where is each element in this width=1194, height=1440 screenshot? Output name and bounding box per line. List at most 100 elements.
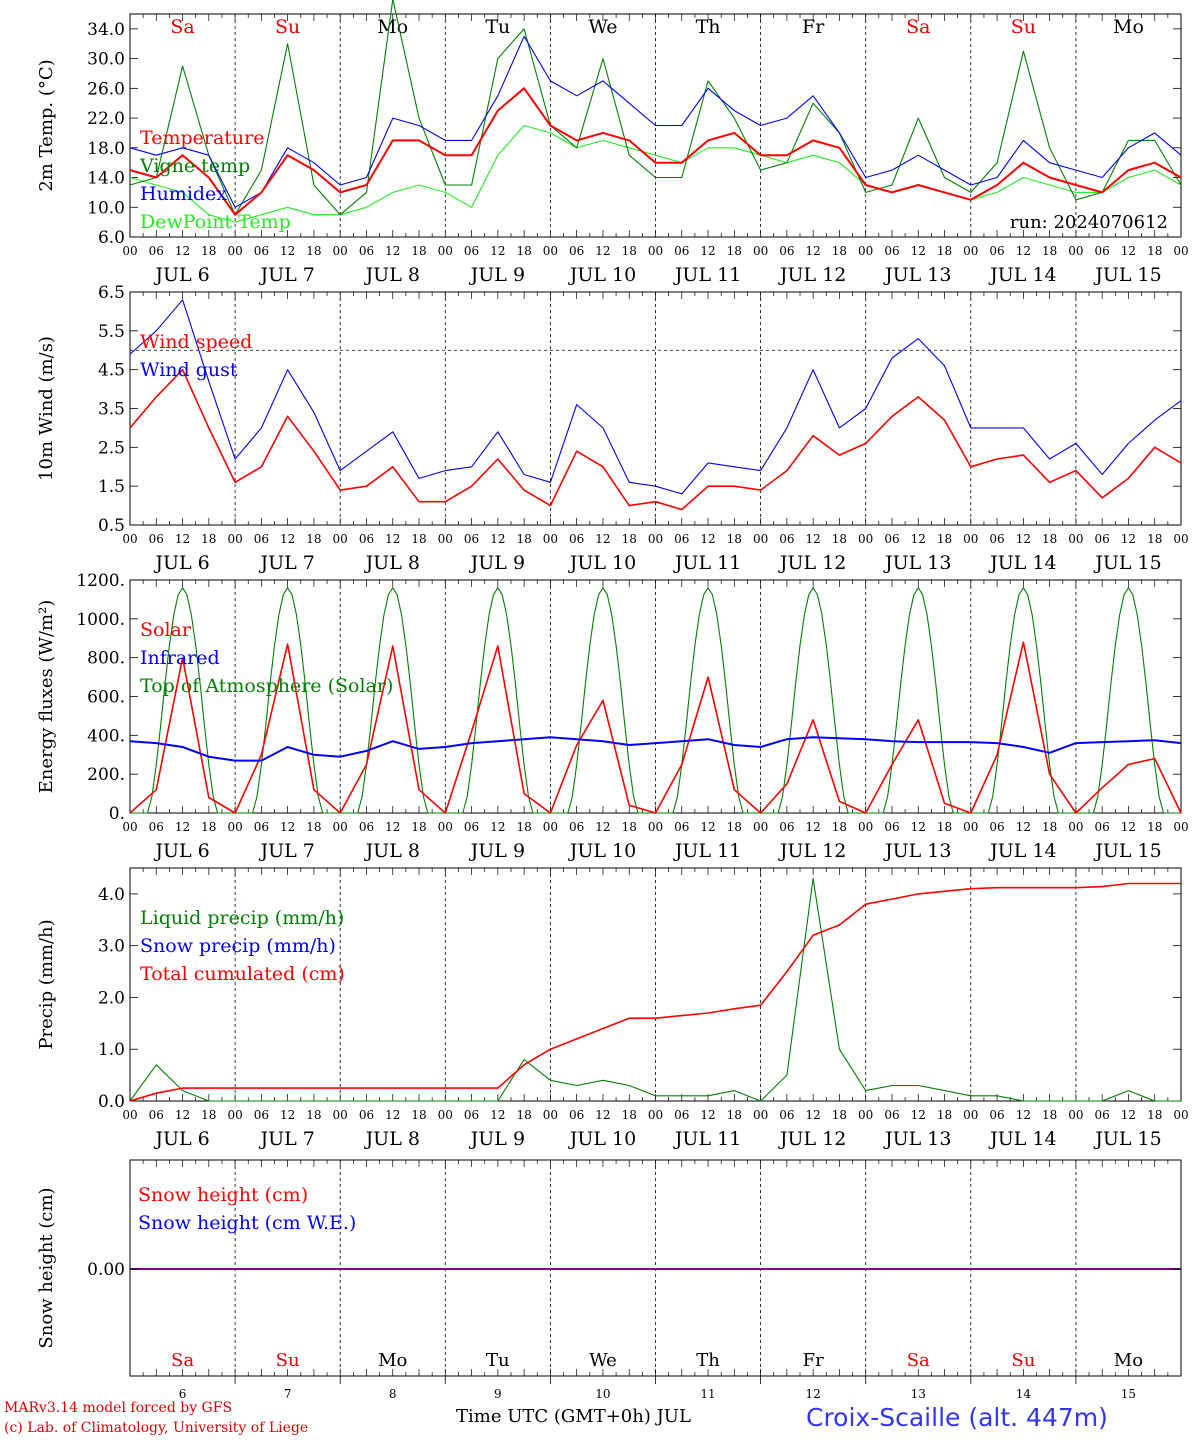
hour-tick-label: 18 — [411, 1108, 426, 1122]
series-line-total-cumulated — [129, 882, 1181, 1102]
hour-tick-label: 00 — [858, 820, 873, 834]
hour-tick-label: 18 — [1147, 244, 1162, 258]
hour-tick-label: 12 — [595, 1108, 610, 1122]
weekday-label: Su — [275, 16, 300, 38]
hour-tick-label: 06 — [989, 532, 1004, 546]
hour-tick-label: 12 — [1121, 532, 1136, 546]
hour-tick-label: 18 — [201, 244, 216, 258]
day-date-label: JUL 6 — [153, 552, 209, 574]
hour-tick-label: 06 — [1095, 244, 1110, 258]
day-date-label: JUL 14 — [988, 840, 1056, 862]
hour-tick-label: 18 — [937, 244, 952, 258]
weekday-label: Th — [696, 1350, 720, 1371]
day-number-label: 13 — [911, 1387, 926, 1401]
hour-tick-label: 00 — [858, 532, 873, 546]
hour-tick-label: 06 — [254, 820, 269, 834]
hour-tick-label: 18 — [306, 244, 321, 258]
day-date-label: JUL 10 — [568, 552, 636, 574]
y-tick-label: 22.0 — [87, 109, 125, 129]
y-tick-label: 26.0 — [87, 79, 125, 99]
hour-tick-label: 00 — [753, 820, 768, 834]
weekday-label: Sa — [170, 16, 194, 38]
hour-tick-label: 12 — [490, 820, 505, 834]
day-date-label: JUL 13 — [883, 1128, 951, 1150]
day-date-label: JUL 15 — [1093, 552, 1161, 574]
panel-4 — [129, 867, 1182, 1102]
hour-tick-label: 00 — [753, 244, 768, 258]
hour-tick-label: 00 — [333, 244, 348, 258]
day-number-label: 12 — [806, 1387, 821, 1401]
hour-tick-label: 00 — [753, 1108, 768, 1122]
hour-tick-label: 00 — [438, 532, 453, 546]
hour-tick-label: 06 — [674, 820, 689, 834]
day-date-label: JUL 8 — [364, 840, 420, 862]
hour-tick-label: 12 — [385, 1108, 400, 1122]
hour-tick-label: 12 — [595, 532, 610, 546]
y-tick-label: 3.0 — [98, 937, 125, 957]
legend-entry: Wind speed — [140, 331, 252, 353]
hour-tick-label: 18 — [411, 244, 426, 258]
day-number-label: 11 — [700, 1387, 715, 1401]
day-date-label: JUL 9 — [469, 552, 525, 574]
hour-tick-label: 06 — [779, 532, 794, 546]
panel-2 — [129, 291, 1182, 526]
hour-tick-label: 18 — [727, 820, 742, 834]
legend-entry: DewPoint Temp — [140, 211, 291, 233]
hour-tick-label: 00 — [1173, 1108, 1188, 1122]
hour-tick-label: 06 — [149, 532, 164, 546]
hour-tick-label: 18 — [516, 820, 531, 834]
weekday-label: Mo — [378, 1350, 407, 1371]
hour-tick-label: 06 — [149, 244, 164, 258]
y-tick-label: 10.0 — [87, 198, 125, 218]
hour-tick-label: 18 — [516, 532, 531, 546]
day-date-label: JUL 6 — [153, 840, 209, 862]
day-number-label: 8 — [389, 1387, 397, 1401]
hour-tick-label: 12 — [700, 244, 715, 258]
hour-tick-label: 00 — [648, 532, 663, 546]
hour-tick-label: 06 — [674, 1108, 689, 1122]
hour-tick-label: 00 — [122, 532, 137, 546]
hour-tick-label: 12 — [175, 244, 190, 258]
legend-entry: Snow height (cm W.E.) — [138, 1212, 356, 1234]
y-tick-label: 6.0 — [98, 228, 125, 248]
hour-tick-label: 12 — [175, 532, 190, 546]
day-date-label: JUL 6 — [153, 1128, 209, 1150]
day-date-label: JUL 12 — [778, 264, 846, 286]
day-date-label: JUL 7 — [258, 552, 314, 574]
hour-tick-label: 12 — [700, 1108, 715, 1122]
y-tick-label: 5.5 — [98, 322, 125, 342]
weekday-label: Sa — [171, 1350, 194, 1371]
hour-tick-label: 00 — [333, 1108, 348, 1122]
hour-tick-label: 18 — [622, 820, 637, 834]
hour-tick-label: 06 — [464, 532, 479, 546]
legend-entry: Liquid precip (mm/h) — [140, 907, 344, 929]
weekday-label: Tu — [485, 16, 510, 38]
weekday-label: We — [589, 1350, 617, 1371]
series-line-dewpoint — [129, 124, 1182, 223]
day-date-label: JUL 15 — [1093, 264, 1161, 286]
hour-tick-label: 00 — [963, 244, 978, 258]
hour-tick-label: 06 — [359, 244, 374, 258]
hour-tick-label: 00 — [333, 532, 348, 546]
legend-entry: Humidex — [140, 183, 227, 205]
hour-tick-label: 06 — [1095, 820, 1110, 834]
weekday-label: Sa — [907, 1350, 930, 1371]
day-date-label: JUL 8 — [364, 264, 420, 286]
hour-tick-label: 18 — [832, 532, 847, 546]
hour-tick-label: 00 — [1068, 532, 1083, 546]
hour-tick-label: 12 — [280, 820, 295, 834]
weekday-label: Fr — [802, 16, 825, 38]
series-line-temperature — [129, 87, 1182, 216]
series-line-wind-gust — [129, 299, 1182, 495]
hour-tick-label: 00 — [753, 532, 768, 546]
hour-tick-label: 06 — [569, 532, 584, 546]
hour-tick-label: 00 — [122, 244, 137, 258]
hour-tick-label: 12 — [911, 820, 926, 834]
run-label: run: 2024070612 — [1010, 212, 1168, 233]
hour-tick-label: 06 — [884, 532, 899, 546]
hour-tick-label: 00 — [438, 1108, 453, 1122]
hour-tick-label: 18 — [201, 532, 216, 546]
hour-tick-label: 00 — [648, 1108, 663, 1122]
legend-entry: Temperature — [140, 127, 264, 149]
model-credit: MARv3.14 model forced by GFS — [4, 1400, 233, 1416]
